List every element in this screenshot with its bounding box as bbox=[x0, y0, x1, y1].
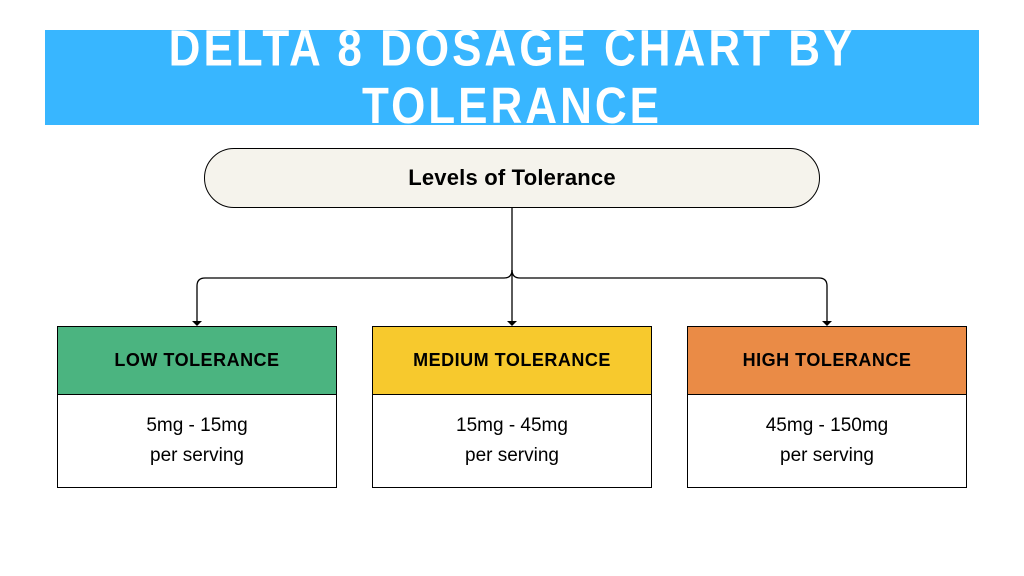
card-low-range: 5mg - 15mg bbox=[146, 413, 247, 439]
card-low-body: 5mg - 15mg per serving bbox=[58, 395, 336, 487]
card-high-header: HIGH TOLERANCE bbox=[688, 327, 966, 395]
card-medium-body: 15mg - 45mg per serving bbox=[373, 395, 651, 487]
card-high-tolerance: HIGH TOLERANCE 45mg - 150mg per serving bbox=[687, 326, 967, 488]
card-medium-range: 15mg - 45mg bbox=[456, 413, 568, 439]
card-low-tolerance: LOW TOLERANCE 5mg - 15mg per serving bbox=[57, 326, 337, 488]
page-title: DELTA 8 DOSAGE CHART BY TOLERANCE bbox=[45, 20, 979, 135]
tolerance-pill-label: Levels of Tolerance bbox=[408, 165, 616, 191]
card-low-header: LOW TOLERANCE bbox=[58, 327, 336, 395]
card-medium-tolerance: MEDIUM TOLERANCE 15mg - 45mg per serving bbox=[372, 326, 652, 488]
card-high-unit: per serving bbox=[780, 443, 874, 469]
card-medium-header: MEDIUM TOLERANCE bbox=[373, 327, 651, 395]
card-low-header-label: LOW TOLERANCE bbox=[114, 350, 279, 371]
tolerance-pill: Levels of Tolerance bbox=[204, 148, 820, 208]
card-medium-unit: per serving bbox=[465, 443, 559, 469]
card-high-body: 45mg - 150mg per serving bbox=[688, 395, 966, 487]
title-banner: DELTA 8 DOSAGE CHART BY TOLERANCE bbox=[45, 30, 979, 125]
card-high-header-label: HIGH TOLERANCE bbox=[743, 350, 912, 371]
card-medium-header-label: MEDIUM TOLERANCE bbox=[413, 350, 611, 371]
card-low-unit: per serving bbox=[150, 443, 244, 469]
card-high-range: 45mg - 150mg bbox=[766, 413, 889, 439]
